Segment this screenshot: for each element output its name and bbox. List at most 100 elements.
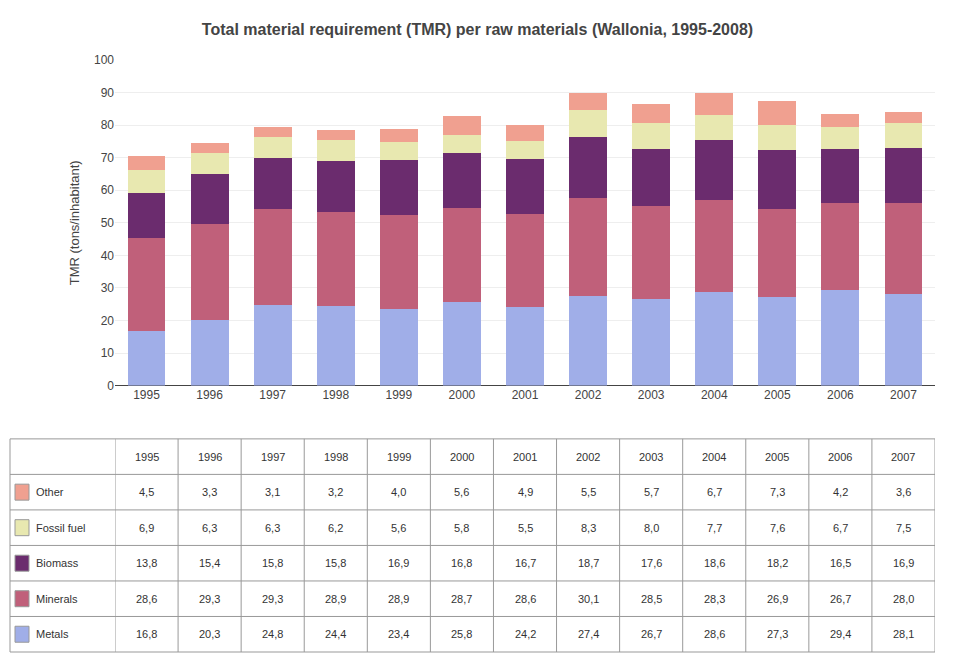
svg-text:5,5: 5,5 (518, 522, 533, 534)
svg-text:2003: 2003 (638, 388, 665, 402)
svg-text:18,6: 18,6 (704, 557, 725, 569)
svg-text:30,1: 30,1 (578, 593, 599, 605)
svg-text:8,3: 8,3 (581, 522, 596, 534)
svg-text:28,9: 28,9 (325, 593, 346, 605)
svg-text:16,8: 16,8 (451, 557, 472, 569)
svg-text:Minerals: Minerals (36, 593, 78, 605)
svg-text:40: 40 (101, 249, 115, 263)
svg-text:29,4: 29,4 (830, 628, 851, 640)
svg-text:16,8: 16,8 (136, 628, 157, 640)
svg-text:2003: 2003 (639, 451, 663, 463)
svg-text:Biomass: Biomass (36, 557, 79, 569)
svg-text:2000: 2000 (449, 388, 476, 402)
svg-text:15,8: 15,8 (325, 557, 346, 569)
svg-text:2004: 2004 (701, 388, 728, 402)
svg-text:2007: 2007 (891, 451, 915, 463)
svg-text:18,2: 18,2 (767, 557, 788, 569)
svg-text:3,6: 3,6 (896, 486, 911, 498)
svg-text:2001: 2001 (513, 451, 537, 463)
svg-text:1997: 1997 (261, 451, 285, 463)
svg-text:28,6: 28,6 (704, 628, 725, 640)
svg-text:2006: 2006 (827, 388, 854, 402)
svg-text:1999: 1999 (385, 388, 412, 402)
svg-text:2004: 2004 (702, 451, 726, 463)
svg-text:2006: 2006 (828, 451, 852, 463)
svg-text:26,7: 26,7 (641, 628, 662, 640)
svg-text:1998: 1998 (324, 451, 348, 463)
svg-text:80: 80 (101, 118, 115, 132)
svg-text:2001: 2001 (512, 388, 539, 402)
svg-text:28,9: 28,9 (388, 593, 409, 605)
svg-text:1995: 1995 (133, 388, 160, 402)
svg-text:24,8: 24,8 (262, 628, 283, 640)
svg-text:8,0: 8,0 (644, 522, 659, 534)
svg-text:29,3: 29,3 (262, 593, 283, 605)
svg-text:3,2: 3,2 (328, 486, 343, 498)
svg-text:28,3: 28,3 (704, 593, 725, 605)
svg-text:28,5: 28,5 (641, 593, 662, 605)
svg-text:4,9: 4,9 (518, 486, 533, 498)
svg-text:50: 50 (101, 216, 115, 230)
svg-text:24,2: 24,2 (515, 628, 536, 640)
svg-text:20,3: 20,3 (199, 628, 220, 640)
svg-text:28,1: 28,1 (893, 628, 914, 640)
svg-text:10: 10 (101, 346, 115, 360)
svg-text:7,3: 7,3 (770, 486, 785, 498)
svg-text:16,7: 16,7 (515, 557, 536, 569)
svg-text:5,6: 5,6 (454, 486, 469, 498)
svg-text:5,7: 5,7 (644, 486, 659, 498)
svg-text:15,4: 15,4 (199, 557, 220, 569)
svg-text:27,4: 27,4 (578, 628, 599, 640)
svg-text:28,0: 28,0 (893, 593, 914, 605)
svg-text:Other: Other (36, 486, 64, 498)
svg-text:TMR (tons/inhabitant): TMR (tons/inhabitant) (67, 160, 82, 285)
svg-text:17,6: 17,6 (641, 557, 662, 569)
svg-text:20: 20 (101, 314, 115, 328)
svg-text:28,6: 28,6 (136, 593, 157, 605)
svg-text:13,8: 13,8 (136, 557, 157, 569)
svg-text:4,2: 4,2 (833, 486, 848, 498)
svg-text:28,7: 28,7 (451, 593, 472, 605)
svg-text:23,4: 23,4 (388, 628, 409, 640)
svg-text:16,9: 16,9 (893, 557, 914, 569)
svg-text:6,2: 6,2 (328, 522, 343, 534)
svg-text:3,3: 3,3 (202, 486, 217, 498)
svg-text:1996: 1996 (198, 451, 222, 463)
svg-text:6,7: 6,7 (707, 486, 722, 498)
svg-text:90: 90 (101, 86, 115, 100)
svg-text:26,9: 26,9 (767, 593, 788, 605)
svg-text:1996: 1996 (196, 388, 223, 402)
svg-text:4,0: 4,0 (391, 486, 406, 498)
svg-text:16,5: 16,5 (830, 557, 851, 569)
svg-text:5,5: 5,5 (581, 486, 596, 498)
svg-text:30: 30 (101, 281, 115, 295)
svg-text:7,5: 7,5 (896, 522, 911, 534)
svg-text:3,1: 3,1 (265, 486, 280, 498)
svg-text:7,7: 7,7 (707, 522, 722, 534)
svg-text:29,3: 29,3 (199, 593, 220, 605)
svg-text:2005: 2005 (765, 451, 789, 463)
svg-text:24,4: 24,4 (325, 628, 346, 640)
svg-text:6,7: 6,7 (833, 522, 848, 534)
svg-text:6,9: 6,9 (139, 522, 154, 534)
svg-text:27,3: 27,3 (767, 628, 788, 640)
svg-text:15,8: 15,8 (262, 557, 283, 569)
svg-text:2007: 2007 (890, 388, 917, 402)
svg-text:Fossil fuel: Fossil fuel (36, 522, 86, 534)
svg-text:60: 60 (101, 183, 115, 197)
svg-text:1999: 1999 (387, 451, 411, 463)
svg-text:6,3: 6,3 (265, 522, 280, 534)
svg-text:28,6: 28,6 (515, 593, 536, 605)
svg-text:2000: 2000 (450, 451, 474, 463)
svg-text:5,6: 5,6 (391, 522, 406, 534)
svg-text:1998: 1998 (322, 388, 349, 402)
svg-text:18,7: 18,7 (578, 557, 599, 569)
svg-text:6,3: 6,3 (202, 522, 217, 534)
svg-text:25,8: 25,8 (451, 628, 472, 640)
svg-text:70: 70 (101, 151, 115, 165)
svg-text:16,9: 16,9 (388, 557, 409, 569)
svg-text:2005: 2005 (764, 388, 791, 402)
svg-text:2002: 2002 (575, 388, 602, 402)
svg-text:26,7: 26,7 (830, 593, 851, 605)
svg-text:0: 0 (107, 379, 114, 393)
